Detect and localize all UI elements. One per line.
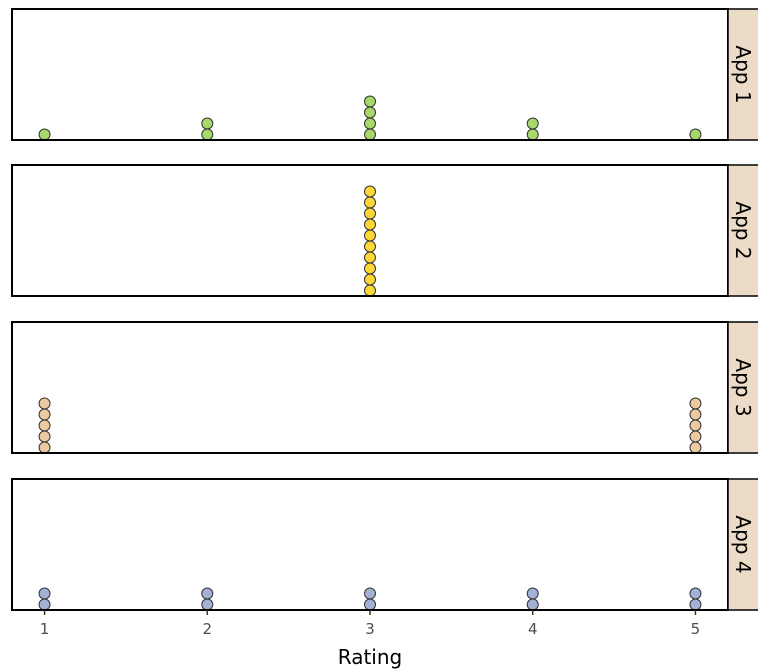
data-point — [364, 117, 376, 130]
data-point — [38, 598, 51, 611]
facet-strip — [727, 164, 758, 297]
data-point — [364, 229, 376, 242]
data-point — [364, 240, 376, 253]
data-point — [689, 598, 702, 611]
panel-background — [12, 322, 728, 453]
data-point — [38, 397, 51, 410]
data-point — [364, 587, 376, 600]
data-point — [38, 587, 51, 600]
x-axis: 1 2 3 4 5 — [40, 610, 700, 638]
data-point — [201, 587, 214, 600]
data-point — [689, 419, 702, 432]
data-point — [689, 430, 702, 443]
data-point — [689, 408, 702, 421]
data-point — [364, 284, 376, 297]
data-point — [526, 117, 539, 130]
data-point — [38, 441, 51, 454]
x-tick-label: 2 — [202, 620, 212, 638]
facet-label: App 2 — [731, 201, 755, 259]
data-point — [364, 251, 376, 264]
facet-label: App 1 — [731, 45, 755, 103]
data-point — [364, 106, 376, 119]
data-point — [364, 95, 376, 108]
x-axis-title: Rating — [338, 645, 402, 669]
data-point — [364, 598, 376, 611]
data-point — [201, 128, 214, 141]
x-tick-label: 5 — [691, 620, 701, 638]
data-point — [689, 397, 702, 410]
x-tick-label: 3 — [365, 620, 375, 638]
data-point — [526, 587, 539, 600]
data-point — [364, 185, 376, 198]
facet-label: App 3 — [731, 358, 755, 416]
data-point — [526, 128, 539, 141]
facet-strip — [727, 8, 758, 141]
x-tick-label: 4 — [528, 620, 538, 638]
data-point — [364, 196, 376, 209]
panel: App 2 — [11, 164, 758, 297]
panel: App 1 — [11, 8, 758, 141]
data-point — [364, 207, 376, 220]
data-point — [38, 419, 51, 432]
data-point — [38, 408, 51, 421]
facet-label: App 4 — [731, 515, 755, 573]
data-point — [364, 218, 376, 231]
data-point — [364, 128, 376, 141]
data-point — [526, 598, 539, 611]
facet-strip — [727, 478, 758, 611]
data-point — [689, 128, 702, 141]
data-point — [689, 587, 702, 600]
facet-strip — [727, 321, 758, 454]
data-point — [364, 273, 376, 286]
data-point — [364, 262, 376, 275]
data-point — [38, 430, 51, 443]
data-point — [201, 117, 214, 130]
data-point — [38, 128, 51, 141]
x-tick-label: 1 — [40, 620, 50, 638]
data-point — [689, 441, 702, 454]
data-point — [201, 598, 214, 611]
panels: App 1 App 2 App 3 App 4 — [11, 8, 758, 611]
panel: App 3 — [11, 321, 758, 454]
panel: App 4 — [11, 478, 758, 611]
